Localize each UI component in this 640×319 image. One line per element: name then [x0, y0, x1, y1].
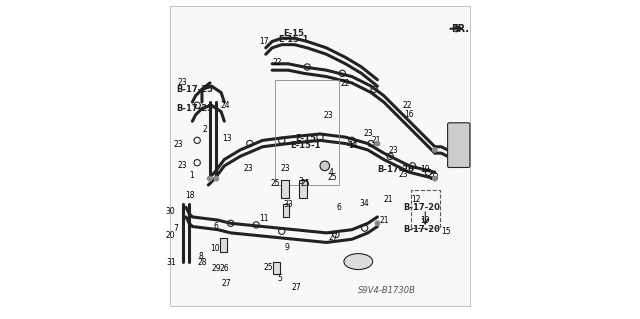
Circle shape	[433, 176, 437, 181]
Text: 15: 15	[441, 227, 451, 236]
Text: B-17-20: B-17-20	[378, 165, 414, 174]
Text: 28: 28	[197, 258, 207, 267]
Text: B-17-25: B-17-25	[176, 104, 213, 113]
Text: 24: 24	[220, 101, 230, 110]
Text: 6: 6	[213, 222, 218, 231]
Bar	[411, 190, 440, 228]
Text: 17: 17	[259, 37, 268, 46]
Text: 33: 33	[284, 200, 293, 209]
Ellipse shape	[344, 254, 372, 270]
Text: 14: 14	[348, 141, 357, 150]
Text: 2: 2	[203, 125, 208, 134]
Text: 22: 22	[272, 58, 282, 67]
Text: 25: 25	[263, 263, 273, 271]
Text: 23: 23	[388, 146, 398, 155]
Text: 21: 21	[371, 136, 381, 145]
Text: 27: 27	[291, 283, 301, 292]
Text: 23: 23	[363, 129, 372, 137]
Text: 27: 27	[221, 279, 232, 288]
Text: B-17-25: B-17-25	[176, 85, 213, 94]
Text: 6: 6	[337, 204, 342, 212]
Bar	[281, 180, 289, 198]
Text: 18: 18	[185, 191, 195, 200]
Text: 11: 11	[259, 214, 269, 223]
Text: 21: 21	[380, 216, 389, 225]
Text: 23: 23	[398, 170, 408, 179]
Text: 25: 25	[271, 179, 280, 188]
Text: 19: 19	[420, 216, 430, 225]
Bar	[300, 180, 307, 198]
Text: 22: 22	[340, 79, 350, 88]
Text: B-17-20: B-17-20	[403, 225, 440, 234]
Circle shape	[320, 161, 330, 171]
FancyBboxPatch shape	[447, 123, 470, 167]
Circle shape	[214, 176, 218, 181]
Text: 4: 4	[329, 168, 334, 177]
Text: 21: 21	[384, 195, 394, 204]
Text: 31: 31	[167, 258, 177, 267]
Text: 23: 23	[243, 164, 253, 173]
Bar	[283, 204, 289, 217]
Text: 32: 32	[447, 128, 457, 137]
Text: FR.: FR.	[451, 24, 469, 34]
Text: 23: 23	[429, 173, 439, 182]
Text: 12: 12	[411, 195, 420, 204]
Text: 27: 27	[328, 233, 338, 242]
Text: E-15: E-15	[295, 134, 316, 143]
Text: B-17-20: B-17-20	[403, 203, 440, 212]
Text: S9V4-B1730B: S9V4-B1730B	[358, 286, 416, 295]
Text: 22: 22	[403, 101, 412, 110]
Bar	[220, 238, 227, 252]
Text: E-15-1: E-15-1	[278, 35, 309, 44]
Text: 23: 23	[177, 161, 187, 170]
Text: 7: 7	[173, 224, 178, 233]
Circle shape	[375, 221, 380, 226]
Text: 26: 26	[220, 264, 229, 273]
Text: 1: 1	[189, 171, 194, 180]
Text: 5: 5	[277, 274, 282, 283]
Text: 34: 34	[360, 199, 370, 208]
Text: 23: 23	[280, 164, 290, 173]
Text: 30: 30	[165, 207, 175, 216]
Text: 16: 16	[404, 110, 414, 119]
Text: E-15: E-15	[284, 29, 305, 38]
Circle shape	[375, 141, 380, 146]
Text: 29: 29	[212, 264, 221, 273]
Text: 23: 23	[323, 111, 333, 120]
Text: 3: 3	[298, 177, 303, 186]
Bar	[273, 262, 280, 274]
Text: 25: 25	[327, 173, 337, 182]
Text: 23: 23	[173, 140, 183, 149]
Text: 13: 13	[222, 134, 232, 143]
Text: 19: 19	[420, 165, 430, 174]
Text: 10: 10	[210, 244, 220, 253]
Text: 20: 20	[166, 231, 175, 240]
Text: 25: 25	[300, 179, 310, 188]
Text: E-15-1: E-15-1	[291, 141, 321, 150]
Text: 23: 23	[177, 78, 187, 87]
Circle shape	[208, 176, 212, 181]
Circle shape	[433, 148, 437, 152]
Text: 9: 9	[285, 243, 290, 252]
Text: 8: 8	[198, 252, 203, 261]
